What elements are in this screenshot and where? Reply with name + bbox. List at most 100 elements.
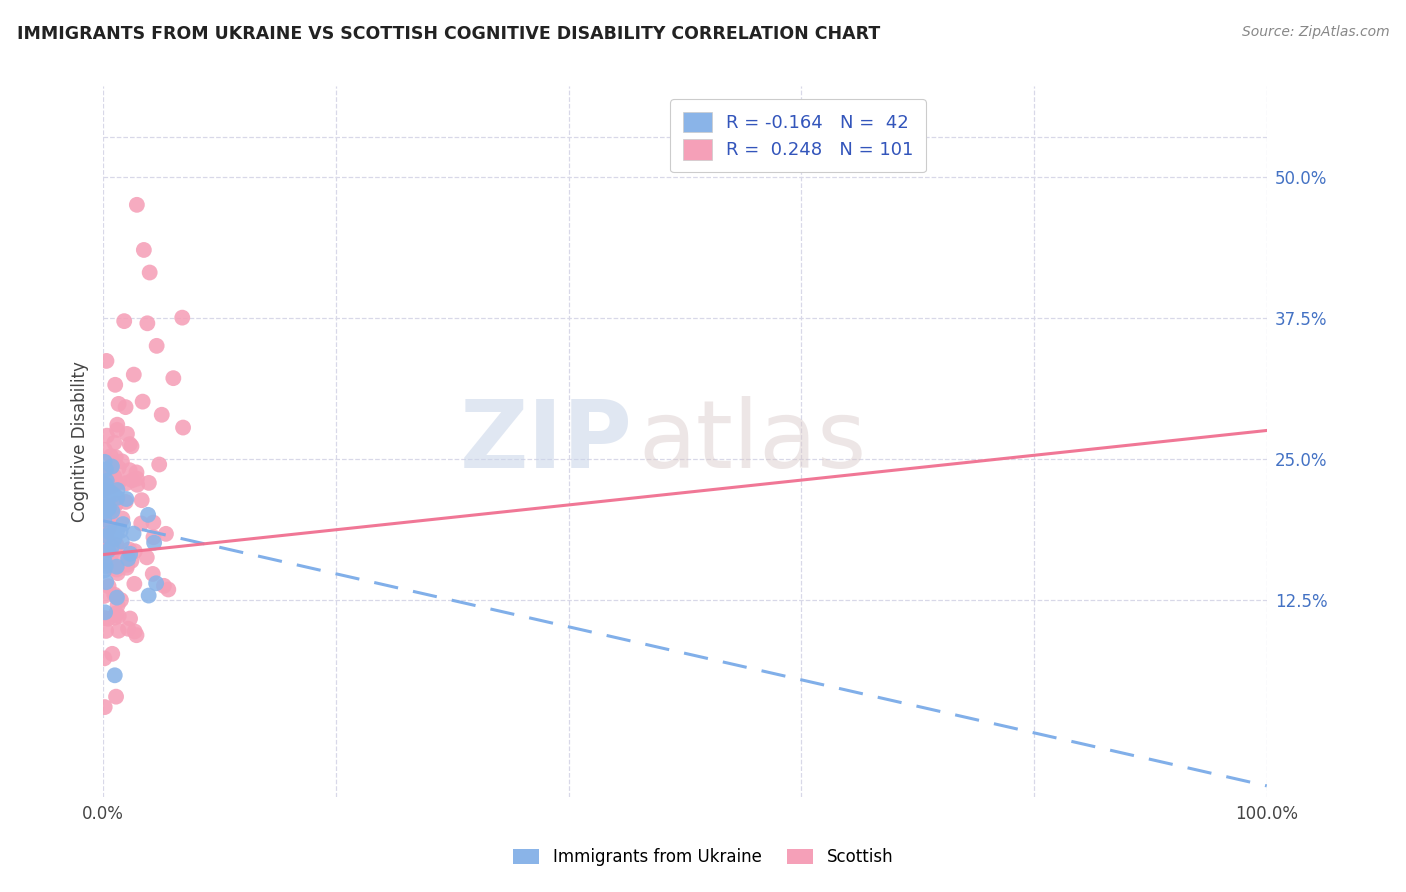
Point (136, 316, 159, 330)
Point (145, 339, 167, 353)
Point (96, 474, 118, 488)
Text: IMMIGRANTS FROM UKRAINE VS SCOTTISH COGNITIVE DISABILITY CORRELATION CHART: IMMIGRANTS FROM UKRAINE VS SCOTTISH COGN… (17, 25, 880, 43)
Point (120, 547, 142, 561)
Point (143, 535, 166, 549)
Point (142, 530, 165, 544)
Point (100, 449, 122, 463)
Point (96, 354, 118, 368)
Point (103, 532, 125, 546)
Point (97, 612, 120, 626)
Point (104, 450, 127, 465)
Point (110, 593, 132, 607)
Point (97, 501, 120, 516)
Point (125, 198, 148, 212)
Point (101, 561, 124, 575)
Point (96, 575, 118, 590)
Point (97, 491, 120, 505)
Point (98, 516, 121, 531)
Point (125, 472, 148, 486)
Point (124, 577, 146, 591)
Point (155, 526, 177, 541)
Point (142, 516, 165, 530)
Point (105, 562, 128, 576)
Y-axis label: Cognitive Disability: Cognitive Disability (72, 361, 89, 522)
Point (115, 476, 138, 491)
Point (107, 598, 129, 612)
Point (103, 524, 125, 539)
Point (153, 579, 176, 593)
Point (97, 507, 120, 521)
Point (93, 469, 115, 483)
Point (100, 503, 122, 517)
Point (101, 504, 124, 518)
Point (148, 458, 170, 472)
Point (93, 455, 115, 469)
Point (105, 607, 128, 621)
Point (94, 477, 117, 491)
Point (103, 487, 125, 501)
Point (93, 611, 115, 625)
Point (107, 609, 129, 624)
Point (124, 624, 146, 639)
Point (115, 426, 138, 441)
Point (138, 266, 160, 280)
Point (94, 605, 117, 619)
Point (94, 559, 117, 574)
Point (94, 482, 117, 496)
Point (129, 516, 152, 531)
Point (110, 524, 132, 538)
Point (94, 462, 117, 476)
Point (132, 243, 155, 257)
Point (93, 564, 115, 578)
Point (142, 566, 165, 581)
Point (104, 668, 127, 682)
Point (98, 525, 121, 540)
Point (107, 566, 129, 581)
Point (101, 647, 124, 661)
Point (105, 491, 128, 505)
Point (105, 496, 128, 510)
Point (138, 475, 160, 490)
Point (105, 590, 128, 604)
Point (94, 624, 117, 638)
Point (101, 468, 124, 483)
Point (101, 459, 124, 474)
Point (100, 557, 122, 571)
Point (94, 442, 117, 457)
Point (107, 624, 129, 638)
Point (93, 651, 115, 665)
Point (118, 542, 141, 557)
Text: ZIP: ZIP (460, 396, 633, 488)
Point (117, 552, 139, 566)
Point (111, 511, 134, 525)
Point (105, 524, 128, 538)
Point (93, 589, 115, 603)
Point (105, 559, 128, 574)
Point (115, 558, 138, 572)
Point (94, 504, 117, 518)
Point (101, 479, 124, 493)
Point (125, 628, 148, 642)
Point (105, 417, 128, 432)
Point (101, 537, 124, 551)
Point (108, 475, 131, 489)
Point (105, 690, 128, 704)
Point (111, 534, 134, 549)
Point (105, 538, 128, 552)
Point (136, 508, 159, 522)
Legend: Immigrants from Ukraine, Scottish: Immigrants from Ukraine, Scottish (506, 842, 900, 873)
Point (131, 394, 153, 409)
Point (118, 437, 141, 451)
Point (97, 500, 120, 515)
Point (94, 553, 117, 567)
Text: atlas: atlas (638, 396, 866, 488)
Point (162, 371, 184, 385)
Text: Source: ZipAtlas.com: Source: ZipAtlas.com (1241, 25, 1389, 39)
Legend: R = -0.164   N =  42, R =  0.248   N = 101: R = -0.164 N = 42, R = 0.248 N = 101 (671, 99, 927, 172)
Point (107, 461, 129, 475)
Point (100, 549, 122, 563)
Point (100, 514, 122, 528)
Point (115, 491, 138, 506)
Point (105, 476, 128, 491)
Point (103, 469, 125, 483)
